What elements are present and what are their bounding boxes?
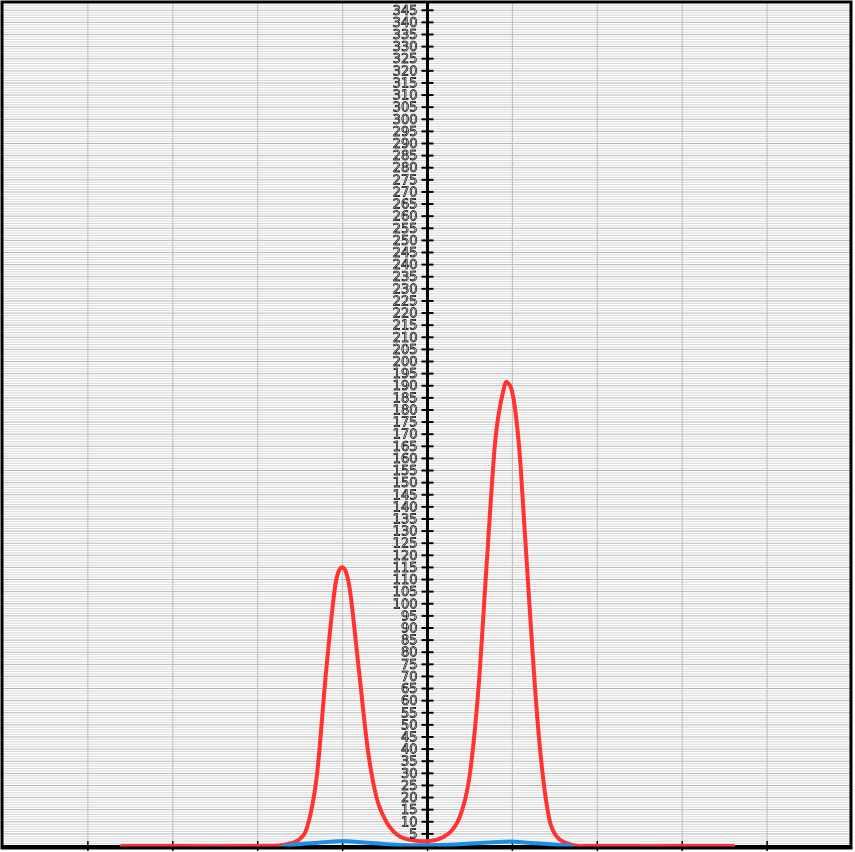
y-tick-label: 110 [393, 573, 418, 588]
y-tick-label: 125 [393, 537, 418, 552]
y-tick-label: 330 [393, 40, 418, 55]
y-tick-label: 60 [401, 694, 418, 709]
y-tick-label: 210 [393, 331, 418, 346]
y-tick-label: 265 [393, 198, 418, 213]
y-tick-label: 315 [393, 76, 418, 91]
y-tick-label: 345 [393, 4, 418, 19]
y-tick-label: 80 [401, 646, 418, 661]
y-tick-label: 20 [401, 791, 418, 806]
y-tick-label: 240 [393, 258, 418, 273]
y-tick-label: 70 [401, 670, 418, 685]
y-tick-label: 65 [401, 682, 418, 697]
y-tick-label: 230 [393, 282, 418, 297]
series-line-1 [119, 379, 736, 849]
y-tick-label: 50 [401, 718, 418, 733]
y-tick-label: 90 [401, 621, 418, 636]
y-tick-label: 235 [393, 270, 418, 285]
y-tick-label: 225 [393, 294, 418, 309]
y-tick-label: 310 [393, 89, 418, 104]
y-tick-label: 280 [393, 161, 418, 176]
y-tick-label: 270 [393, 185, 418, 200]
y-tick-label: 185 [393, 391, 418, 406]
y-tick-label: 35 [401, 755, 418, 770]
y-tick-label: 335 [393, 28, 418, 43]
y-tick-label: 95 [401, 609, 418, 624]
y-tick-label: 140 [393, 500, 418, 515]
y-tick-label: 170 [393, 428, 418, 443]
y-tick-label: 75 [401, 658, 418, 673]
y-tick-label: 205 [393, 343, 418, 358]
y-tick-label: 25 [401, 779, 418, 794]
y-tick-label: 340 [393, 16, 418, 31]
series-group [119, 379, 736, 849]
y-tick-label: 150 [393, 476, 418, 491]
y-tick-label: 300 [393, 113, 418, 128]
y-tick-label: 305 [393, 101, 418, 116]
y-tick-label: 115 [393, 561, 418, 576]
y-tick-label: 135 [393, 512, 418, 527]
y-tick-label: 180 [393, 403, 418, 418]
y-tick-label: 160 [393, 452, 418, 467]
y-tick-label: 195 [393, 367, 418, 382]
y-tick-label: 285 [393, 149, 418, 164]
y-tick-label: 200 [393, 355, 418, 370]
y-tick-labels: 5101520253035404550556065707580859095100… [392, 3, 418, 842]
y-tick-label: 175 [393, 416, 418, 431]
y-tick-label: 45 [401, 730, 418, 745]
y-tick-label: 250 [393, 234, 418, 249]
y-tick-label: 100 [393, 597, 418, 612]
y-tick-label: 40 [401, 743, 418, 758]
y-tick-label: 290 [393, 137, 418, 152]
series-line-2 [281, 839, 574, 848]
y-tick-label: 295 [393, 125, 418, 140]
y-tick-label: 85 [401, 634, 418, 649]
y-tick-label: 155 [393, 464, 418, 479]
y-tick-label: 105 [393, 585, 418, 600]
y-tick-label: 165 [393, 440, 418, 455]
y-tick-label: 55 [401, 706, 418, 721]
y-tick-label: 10 [401, 815, 418, 830]
y-tick-label: 145 [393, 488, 418, 503]
y-tick-label: 215 [393, 319, 418, 334]
y-tick-label: 255 [393, 222, 418, 237]
y-tick-label: 130 [393, 525, 418, 540]
y-tick-label: 120 [393, 549, 418, 564]
y-tick-label: 15 [401, 803, 418, 818]
y-tick-label: 325 [393, 52, 418, 67]
y-tick-label: 190 [393, 379, 418, 394]
y-tick-label: 260 [393, 210, 418, 225]
y-tick-label: 245 [393, 246, 418, 261]
y-tick-label: 275 [393, 173, 418, 188]
y-tick-label: 320 [393, 64, 418, 79]
y-tick-label: 30 [401, 767, 418, 782]
y-tick-label: 5 [409, 827, 417, 842]
y-tick-label: 220 [393, 307, 418, 322]
